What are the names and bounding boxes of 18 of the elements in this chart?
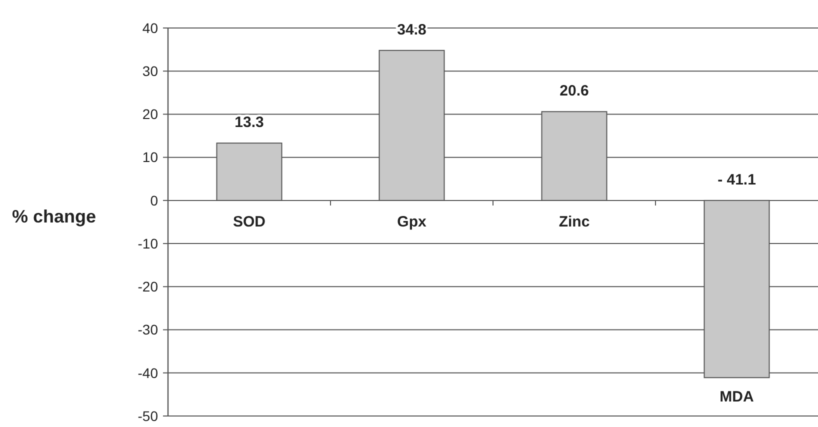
y-tick-label: -30: [138, 322, 158, 338]
data-label: 13.3: [234, 114, 264, 132]
y-tick-label: -10: [138, 235, 158, 252]
y-tick-label: 10: [142, 149, 158, 166]
y-tick-label: 30: [142, 63, 158, 80]
y-tick-label: 40: [142, 20, 158, 36]
y-tick-label: 20: [142, 106, 158, 122]
y-tick-label: -20: [138, 278, 158, 295]
y-tick-label: -50: [138, 408, 158, 424]
x-tick-label: Zinc: [558, 213, 590, 230]
y-tick-label: 0: [150, 192, 158, 208]
data-label: 20.6: [560, 82, 589, 100]
x-tick-label: MDA: [720, 388, 754, 406]
x-tick-label: SOD: [232, 213, 266, 230]
y-tick-label: -40: [138, 364, 158, 381]
data-label: - 41.1: [718, 171, 756, 188]
y-axis-title: % change: [12, 206, 96, 226]
x-tick-label: Gpx: [397, 213, 427, 230]
